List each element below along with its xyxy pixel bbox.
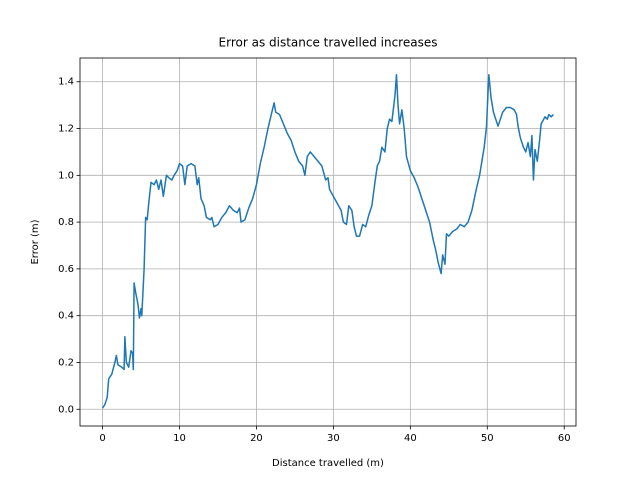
y-tick-label: 0.0: [58, 404, 74, 415]
y-tick-label: 0.6: [58, 264, 74, 275]
y-tick-label: 0.2: [58, 357, 74, 368]
x-tick-label: 50: [481, 433, 494, 444]
x-tick-label: 10: [173, 433, 186, 444]
x-tick-label: 30: [327, 433, 340, 444]
y-tick-label: 1.0: [58, 170, 74, 181]
y-axis-label: Error (m): [30, 219, 41, 264]
x-tick-label: 60: [558, 433, 571, 444]
chart-title: Error as distance travelled increases: [219, 36, 438, 50]
line: [101, 73, 554, 409]
x-axis-label: Distance travelled (m): [272, 458, 384, 469]
y-tick-label: 0.8: [58, 217, 74, 228]
y-tick-label: 1.2: [58, 124, 74, 135]
plot-frame: [79, 57, 577, 427]
y-tick-label: 1.4: [58, 77, 74, 88]
x-tick-label: 20: [250, 433, 263, 444]
x-tick-label: 0: [99, 433, 105, 444]
x-tick-label: 40: [404, 433, 417, 444]
y-tick-label: 0.4: [58, 311, 74, 322]
